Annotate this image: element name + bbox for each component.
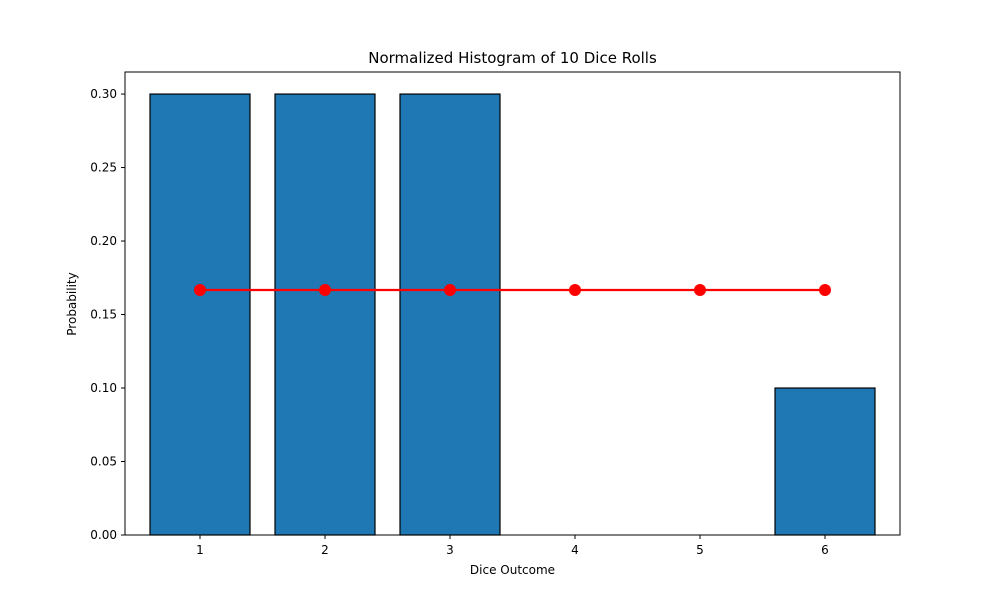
x-axis-label: Dice Outcome: [470, 563, 555, 577]
x-tick-label: 4: [571, 543, 579, 557]
y-tick-label: 0.15: [90, 308, 117, 322]
expected-point-6: [819, 283, 831, 296]
expected-point-3: [444, 283, 456, 296]
x-tick-label: 2: [321, 543, 329, 557]
expected-point-1: [194, 283, 206, 296]
bar-6: [774, 387, 876, 536]
expected-point-5: [694, 283, 706, 296]
y-tick-label: 0.20: [90, 234, 117, 248]
expected-point-2: [319, 283, 331, 296]
x-tick-label: 6: [821, 543, 829, 557]
plot-frame: [124, 71, 901, 536]
expected-point-4: [569, 283, 581, 296]
y-tick-label: 0.25: [90, 161, 117, 175]
x-tick-label: 3: [446, 543, 454, 557]
bar-2: [274, 93, 376, 536]
x-tick-label: 1: [196, 543, 204, 557]
line-layer: [194, 283, 831, 296]
chart-title: Normalized Histogram of 10 Dice Rolls: [368, 49, 657, 67]
y-axis-label: Probability: [65, 272, 79, 335]
axes-layer: 0.00 0.05 0.10 0.15 0.20 0.25 0.30 1 2 3 4 5 6: [90, 71, 901, 557]
x-tick-label: 5: [696, 543, 704, 557]
bar-1: [149, 93, 251, 536]
y-tick-label: 0.05: [90, 455, 117, 469]
bars-layer: [149, 93, 876, 536]
y-tick-label: 0.10: [90, 381, 117, 395]
y-tick-label: 0.30: [90, 87, 117, 101]
bar-3: [399, 93, 501, 536]
y-tick-label: 0.00: [90, 528, 117, 542]
